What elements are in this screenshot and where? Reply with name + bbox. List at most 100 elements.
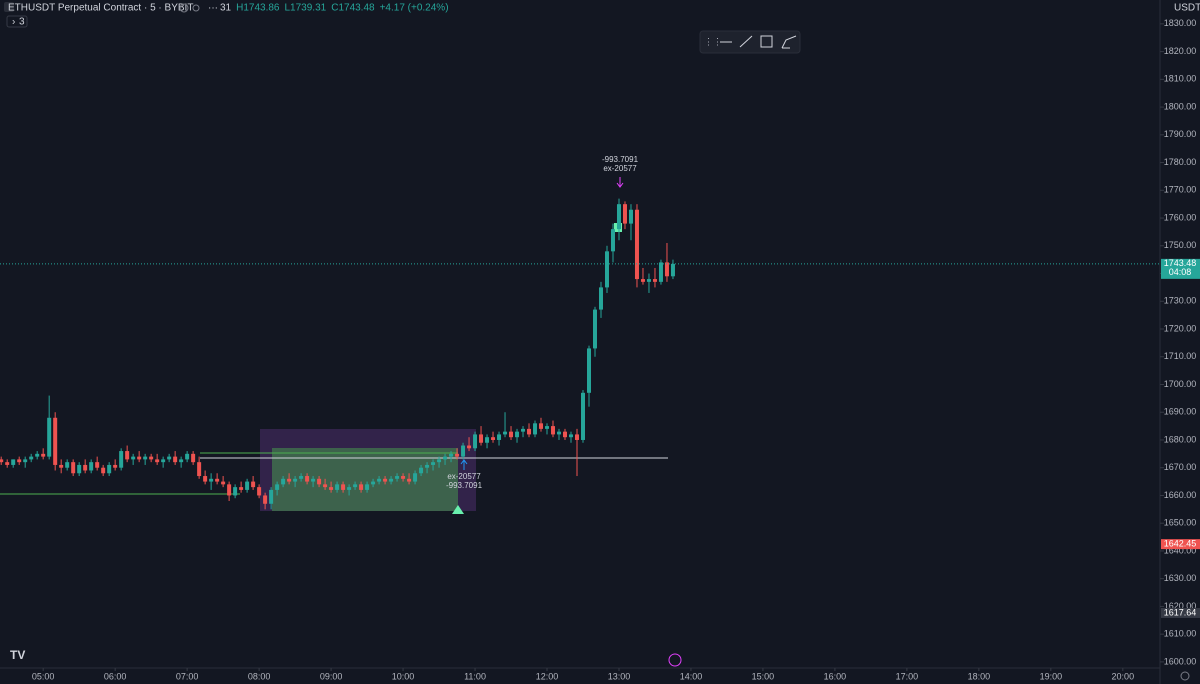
y-tick-label: 1820.00	[1164, 46, 1197, 56]
candle-body	[119, 451, 124, 468]
ohlc-value: 31	[220, 3, 232, 14]
candle-body	[592, 309, 597, 349]
candle-body	[479, 434, 484, 443]
buy-arrow	[460, 459, 468, 470]
candle-body	[533, 423, 538, 435]
trade-label: ex-20577	[603, 164, 637, 173]
candle-body	[167, 456, 172, 460]
logo[interactable]: TV	[10, 648, 25, 662]
x-tick-label: 10:00	[392, 671, 415, 681]
x-tick-label: 13:00	[608, 671, 631, 681]
x-tick-label: 19:00	[1040, 671, 1063, 681]
price-tag-countdown: 04:08	[1169, 267, 1192, 277]
candle-body	[652, 279, 657, 282]
position-zone[interactable]	[260, 429, 476, 511]
candle-body	[233, 487, 238, 496]
candle-body	[425, 464, 430, 468]
y-tick-label: 1650.00	[1164, 518, 1197, 528]
candle-body	[0, 459, 4, 463]
candle-body	[491, 437, 496, 440]
candle-body	[251, 481, 256, 488]
candle-body	[209, 478, 214, 482]
candle-body	[515, 431, 520, 438]
candle-body	[551, 426, 556, 435]
profit-zone[interactable]	[272, 448, 458, 511]
y-tick-label: 1830.00	[1164, 18, 1197, 28]
candle-body	[640, 279, 645, 282]
candle-body	[23, 459, 28, 463]
event-icon[interactable]	[668, 653, 682, 667]
candle-body	[383, 478, 388, 482]
candle-body	[497, 434, 502, 440]
more-icon[interactable]: ···	[208, 3, 218, 14]
candle-body	[569, 434, 574, 438]
indicator-badge[interactable]	[6, 15, 28, 28]
y-tick-label: 1710.00	[1164, 351, 1197, 361]
x-tick-label: 18:00	[968, 671, 991, 681]
candle-body	[245, 481, 250, 490]
currency-label[interactable]: USDT	[1174, 3, 1200, 14]
candle-body	[646, 279, 651, 282]
candle-body	[107, 464, 112, 474]
hide-icon[interactable]	[179, 3, 189, 13]
ohlc-value: L1739.31	[285, 3, 327, 14]
y-tick-label: 1770.00	[1164, 185, 1197, 195]
indicator-chevron: ›	[12, 17, 15, 28]
y-tick-label: 1680.00	[1164, 434, 1197, 444]
candle-body	[575, 434, 580, 440]
tool-brush[interactable]	[781, 35, 797, 49]
candle-body	[598, 287, 603, 310]
candle-body	[563, 431, 568, 438]
y-tick-label: 1660.00	[1164, 490, 1197, 500]
drawing-toolbar	[699, 30, 801, 54]
candle-body	[359, 484, 364, 490]
candle-body	[125, 451, 130, 460]
price-tag	[1161, 258, 1200, 279]
candle-body	[604, 251, 609, 288]
candle-body	[191, 453, 196, 463]
y-tick-label: 1800.00	[1164, 101, 1197, 111]
candle-body	[143, 456, 148, 460]
candle-body	[353, 484, 358, 488]
trade-label: -993.7091	[602, 155, 639, 164]
trade-label: ex-20577	[447, 472, 481, 481]
candle-body	[305, 476, 310, 482]
candle-body	[527, 428, 532, 435]
y-tick-label: 1690.00	[1164, 407, 1197, 417]
candle-body	[317, 478, 322, 485]
candle-body	[419, 467, 424, 474]
ohlc-value: H1743.86	[236, 3, 280, 14]
candle-body	[509, 431, 514, 438]
candle-body	[179, 459, 184, 463]
ohlc-header: 31 H1743.86 L1739.31 C1743.48 +4.17 (+0.24%)	[220, 3, 449, 14]
tool-rectangle[interactable]	[760, 35, 773, 48]
y-tick-label: 1640.00	[1164, 545, 1197, 555]
candle-body	[455, 453, 460, 457]
ohlc-value: +4.17 (+0.24%)	[380, 3, 449, 14]
price-tag-label: 1743.48	[1164, 258, 1197, 268]
candle-body	[221, 481, 226, 485]
candle-body	[610, 229, 615, 252]
candle-body	[664, 262, 669, 277]
candle-body	[473, 434, 478, 449]
x-tick-label: 16:00	[824, 671, 847, 681]
candle-body	[203, 476, 208, 482]
candle-body	[89, 462, 94, 471]
x-tick-label: 15:00	[752, 671, 775, 681]
settings-gear[interactable]	[1180, 671, 1190, 681]
candle-body	[263, 495, 268, 504]
candle-body	[539, 423, 544, 429]
tool-trend-line[interactable]	[739, 35, 753, 48]
candle-body	[377, 478, 382, 482]
x-tick-label: 12:00	[536, 671, 559, 681]
candle-body	[341, 484, 346, 490]
y-tick-label: 1670.00	[1164, 462, 1197, 472]
candle-body	[41, 453, 46, 457]
candle-body	[77, 464, 82, 474]
settings-icon[interactable]	[192, 4, 200, 12]
candle-body	[269, 489, 274, 504]
candle-body	[347, 487, 352, 490]
toolbar-grip[interactable]: ⋮⋮	[704, 36, 722, 46]
candle-body	[161, 459, 166, 463]
x-tick-label: 08:00	[248, 671, 271, 681]
